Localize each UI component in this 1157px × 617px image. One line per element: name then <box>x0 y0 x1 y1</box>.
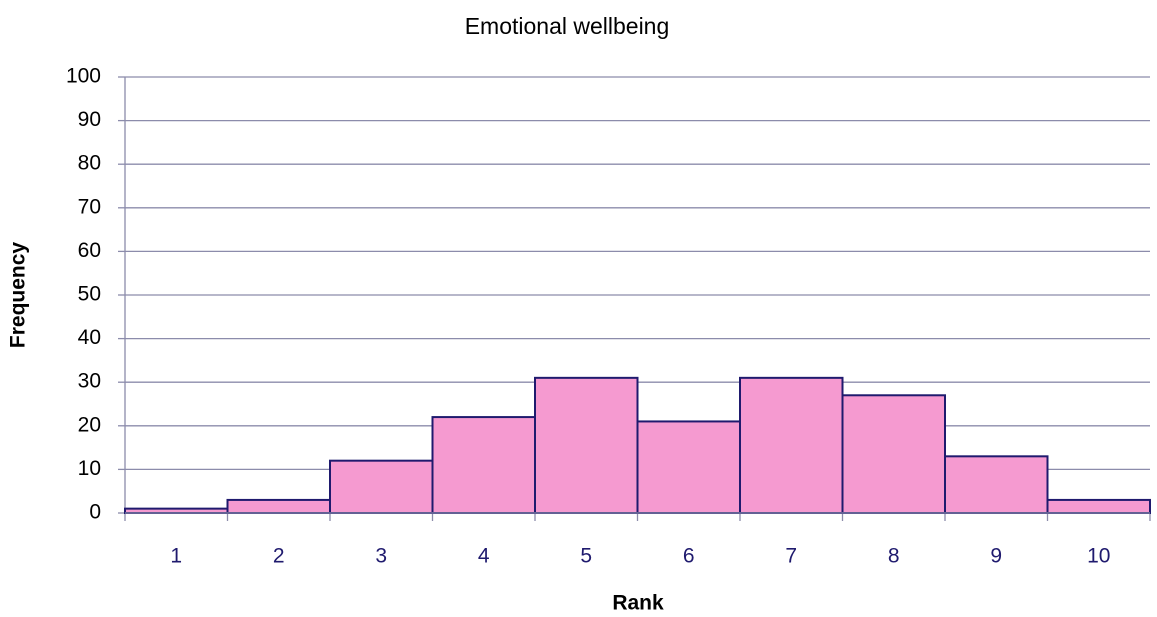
y-tick-label: 80 <box>78 152 101 175</box>
y-tick-label: 90 <box>78 108 101 131</box>
y-tick-label: 60 <box>78 239 101 262</box>
x-tick-label: 4 <box>478 545 490 568</box>
bar <box>431 416 536 514</box>
y-tick-label: 10 <box>78 457 101 480</box>
y-tick-label: 30 <box>78 370 101 393</box>
y-tick-label: 20 <box>78 413 101 436</box>
bar <box>534 376 639 514</box>
bar <box>226 498 331 515</box>
x-tick-label: 7 <box>785 545 797 568</box>
y-tick-label: 70 <box>78 195 101 218</box>
x-tick-label: 8 <box>888 545 900 568</box>
y-tick-label: 100 <box>66 65 101 88</box>
x-tick-label: 5 <box>580 545 592 568</box>
y-tick-label: 40 <box>78 326 101 349</box>
bar <box>739 376 844 514</box>
x-tick-label: 9 <box>990 545 1002 568</box>
x-axis-label: Rank <box>612 592 664 615</box>
x-tick-label: 2 <box>273 545 285 568</box>
x-tick-label: 10 <box>1087 545 1110 568</box>
bar <box>841 394 946 514</box>
bar <box>329 459 434 514</box>
bar <box>944 455 1049 515</box>
y-tick-label: 50 <box>78 283 101 306</box>
y-axis-label: Frequency <box>7 242 30 349</box>
x-tick-label: 6 <box>683 545 695 568</box>
bar <box>124 507 229 515</box>
x-tick-label: 1 <box>170 545 182 568</box>
x-tick-label: 3 <box>375 545 387 568</box>
bar <box>1046 498 1151 515</box>
chart-title: Emotional wellbeing <box>465 13 670 39</box>
y-tick-label: 0 <box>89 501 101 524</box>
bar <box>636 420 741 514</box>
